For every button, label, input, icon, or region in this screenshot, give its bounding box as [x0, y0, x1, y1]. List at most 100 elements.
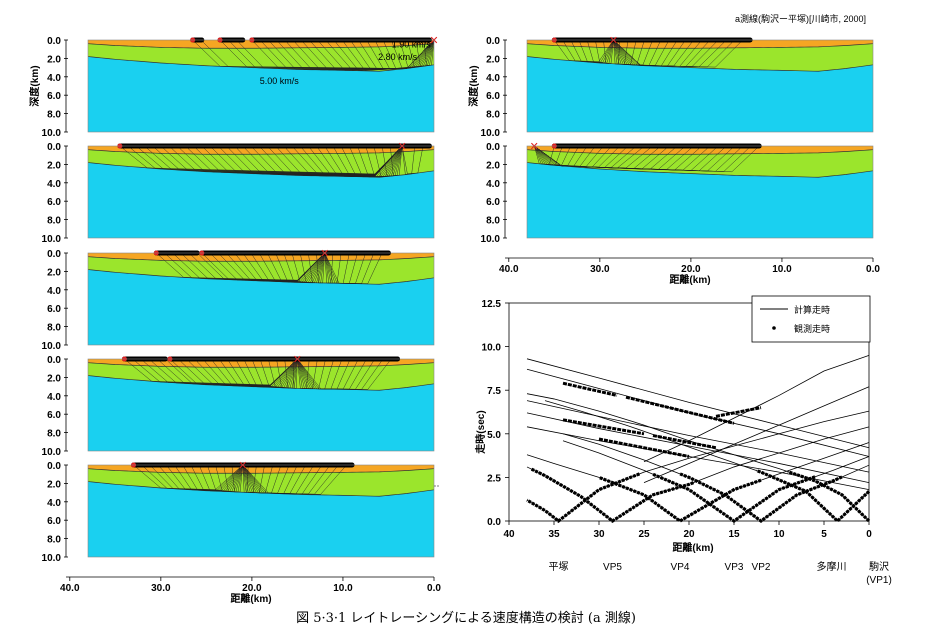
- boundary-1: [87, 43, 435, 49]
- boundary-1: [87, 149, 435, 155]
- computed-reflection-curve: [643, 386, 870, 483]
- x-tick-label: 0: [866, 529, 872, 540]
- depth-tick-label: 4.0: [47, 179, 61, 190]
- panel-frame: [87, 464, 435, 558]
- depth-tick-label: 0.0: [47, 249, 61, 260]
- ray-path: [595, 39, 614, 64]
- ray-path: [284, 358, 298, 389]
- distance-tick-label: 20.0: [681, 264, 701, 275]
- panel-frame: [87, 39, 435, 133]
- shot-point-label: 平塚: [549, 561, 569, 573]
- distance-tick-label: 40.0: [499, 264, 519, 275]
- ray-path: [308, 252, 325, 284]
- depth-tick-label: 4.0: [486, 179, 500, 190]
- x-tick-label: 35: [548, 529, 560, 540]
- ray-path: [554, 39, 614, 62]
- travel-time-chart: 0.0 2.5 5.0 7.5 10.0 12.5 40 35 30 25 20 15 10 5 0 走時(s…: [474, 295, 892, 586]
- shot-point-label: 駒沢: [869, 560, 889, 573]
- panel-frame: [526, 145, 874, 239]
- source-marker: ✕: [530, 141, 539, 153]
- observed-segment: [562, 381, 618, 397]
- x-tick-label: 10: [773, 529, 785, 540]
- y-tick-label: 7.5: [487, 386, 501, 397]
- distance-tick-label: 0.0: [866, 264, 880, 275]
- observed-segment: [625, 395, 735, 425]
- depth-tick-label: 6.0: [47, 516, 61, 527]
- observed-traveltime-picks: [755, 469, 871, 524]
- distance-tick-label: 40.0: [60, 583, 80, 594]
- ray-path: [401, 145, 424, 174]
- ray-path: [415, 39, 435, 67]
- ray-path: [578, 39, 614, 63]
- ray-path: [381, 145, 403, 177]
- depth-tick-label: 0.0: [486, 36, 500, 47]
- distance-axis: 40.0 30.0 20.0 10.0 0.0 距離(km): [60, 576, 441, 605]
- model-panel-5: ✕ 0.0 2.0 4.0 6.0 8.0 10.0: [42, 460, 435, 564]
- computed-reflection-curve: [526, 400, 870, 473]
- boundary-2: [526, 162, 874, 178]
- boundary-1: [526, 43, 874, 49]
- y-axis-label: 走時(sec): [474, 410, 487, 454]
- observed-segment: [715, 406, 762, 418]
- shot-point-label: 多摩川: [817, 560, 847, 573]
- model-panel-4: ✕ 0.0 2.0 4.0 6.0 8.0 10.0: [42, 354, 435, 458]
- distance-tick-label: 10.0: [333, 583, 353, 594]
- distance-tick-label: 10.0: [772, 264, 792, 275]
- depth-tick-label: 2.0: [47, 160, 61, 171]
- observed-traveltime-picks: [598, 475, 762, 523]
- y-tick-label: 2.5: [487, 473, 501, 484]
- depth-tick-label: 8.0: [47, 535, 61, 546]
- x-axis-label: 距離(km): [672, 541, 713, 554]
- model-panel-2: ✕ 0.0 2.0 4.0 6.0 8.0 10.0: [42, 141, 435, 245]
- shot-point-label: (VP1): [866, 575, 892, 586]
- ray-path: [231, 464, 244, 493]
- x-tick-label: 20: [683, 529, 695, 540]
- ray-path: [534, 145, 760, 173]
- depth-tick-label: 6.0: [486, 197, 500, 208]
- model-panel-3: ✕ 0.0 2.0 4.0 6.0 8.0 10.0: [42, 248, 435, 352]
- depth-tick-label: 6.0: [47, 197, 61, 208]
- panel-frame: [87, 252, 435, 346]
- source-marker: ✕: [293, 354, 302, 366]
- legend-item-observed: 観測走時: [794, 323, 830, 334]
- depth-tick-label: 0.0: [486, 142, 500, 153]
- depth-tick-label: 8.0: [486, 216, 500, 227]
- distance-tick-label: 0.0: [427, 583, 441, 594]
- model-panel-1: ✕0.02.04.06.08.010.0深度(km)1.90 km/s2.80 …: [28, 35, 439, 139]
- depth-tick-label: 6.0: [486, 91, 500, 102]
- velocity-model-panels: ✕ 0.0 2.0 4.0 6.0 8.0 10.0 深度(km) 1.90 km/s 2.80 …: [28, 35, 880, 605]
- legend-dot-sample: [772, 326, 776, 330]
- depth-tick-label: 4.0: [47, 286, 61, 297]
- ray-path: [586, 39, 614, 64]
- depth-tick-label: 6.0: [47, 304, 61, 315]
- survey-line-title: a測線(駒沢ー平塚)[川崎市, 2000]: [735, 13, 866, 24]
- distance-axis-label: 距離(km): [230, 592, 271, 605]
- figure-caption: 図 5·3·1 レイトレーシングによる速度構造の検討 (a 測線): [296, 610, 636, 626]
- depth-tick-label: 2.0: [47, 373, 61, 384]
- velocity-label: 5.00 km/s: [260, 76, 300, 86]
- legend-item-computed: 計算走時: [794, 304, 830, 315]
- distance-tick-label: 20.0: [242, 583, 262, 594]
- depth-tick-label: 4.0: [47, 498, 61, 509]
- source-marker: ✕: [320, 248, 329, 260]
- y-tick-label: 10.0: [482, 343, 502, 354]
- depth-tick-label: 0.0: [47, 36, 61, 47]
- distance-axis: 40.0 30.0 20.0 10.0 0.0 距離(km): [499, 257, 880, 286]
- source-marker: ✕: [609, 35, 618, 47]
- shot-point-label: VP4: [671, 562, 690, 573]
- shot-point-label: VP5: [603, 562, 622, 573]
- x-tick-label: 30: [593, 529, 605, 540]
- computed-reflection-curve: [526, 368, 870, 457]
- depth-tick-label: 2.0: [486, 160, 500, 171]
- observed-segment: [562, 418, 645, 436]
- ray-path: [297, 358, 392, 390]
- computed-traveltime-curve: [526, 442, 870, 522]
- velocity-label: 2.80 km/s: [378, 52, 418, 62]
- ray-path: [423, 39, 435, 66]
- ray-path: [324, 252, 383, 284]
- observed-segment: [598, 437, 690, 458]
- depth-tick-label: 0.0: [47, 461, 61, 472]
- depth-tick-label: 4.0: [47, 73, 61, 84]
- depth-tick-label: 4.0: [486, 73, 500, 84]
